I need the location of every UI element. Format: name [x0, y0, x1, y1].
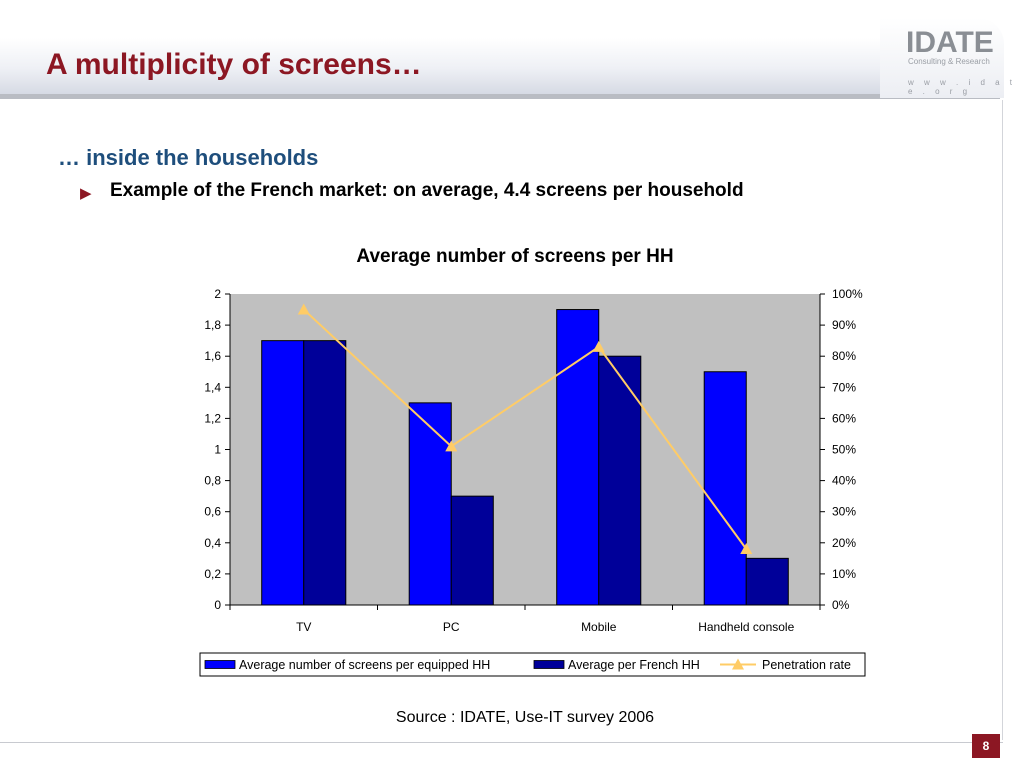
- penetration-rate-line: [303, 308, 748, 550]
- bar-equipped-3: [703, 371, 747, 606]
- legend-marker-2: [732, 658, 744, 670]
- bar-french-0: [303, 340, 347, 606]
- legend-label-2: Penetration rate: [762, 658, 851, 672]
- logo-name: IDATE: [906, 26, 994, 59]
- chart-title: Average number of screens per HH: [356, 246, 674, 267]
- x-tick-label: Handheld console: [698, 620, 794, 634]
- page-number: 8: [972, 734, 1000, 758]
- title-banner-underline: [0, 94, 1000, 99]
- y2-tick-label: 0%: [832, 598, 850, 612]
- y-tick-label: 1,6: [204, 349, 221, 363]
- x-tick-label: Mobile: [581, 620, 617, 634]
- bullet-text: Example of the French market: on average…: [110, 180, 744, 201]
- penetration-rate-point: [592, 340, 605, 352]
- legend-swatch-1: [533, 660, 565, 669]
- logo-url: w w w . i d a t e . o r g: [908, 78, 1017, 96]
- title-banner: [0, 38, 880, 94]
- x-tick-label: TV: [296, 620, 311, 634]
- legend-label-1: Average per French HH: [568, 658, 700, 672]
- penetration-rate-point: [445, 440, 458, 452]
- y2-tick-label: 20%: [832, 536, 856, 550]
- bar-french-2: [598, 355, 642, 606]
- y2-tick-label: 50%: [832, 443, 856, 457]
- logo-panel: [880, 18, 1004, 98]
- y-tick-label: 2: [214, 287, 221, 301]
- y-tick-label: 1,8: [204, 318, 221, 332]
- penetration-rate-point: [740, 543, 753, 555]
- right-border-line: [1002, 100, 1003, 740]
- bar-equipped-1: [408, 402, 452, 606]
- y-tick-label: 1,4: [204, 380, 221, 394]
- bar-equipped-0: [261, 340, 305, 606]
- y-tick-label: 0,4: [204, 536, 221, 550]
- y-tick-label: 0,2: [204, 567, 221, 581]
- bar-french-3: [745, 557, 789, 606]
- y2-tick-label: 80%: [832, 349, 856, 363]
- legend-box: [199, 652, 866, 677]
- y-tick-label: 0,6: [204, 505, 221, 519]
- y-tick-label: 0: [214, 598, 221, 612]
- y2-tick-label: 90%: [832, 318, 856, 332]
- y2-tick-label: 40%: [832, 474, 856, 488]
- y2-tick-label: 10%: [832, 567, 856, 581]
- source-note: Source : IDATE, Use-IT survey 2006: [395, 709, 655, 726]
- bottom-border-line: [0, 742, 1003, 743]
- bar-french-1: [450, 495, 494, 606]
- y2-tick-label: 60%: [832, 411, 856, 425]
- y2-tick-label: 70%: [832, 380, 856, 394]
- x-tick-label: PC: [443, 620, 460, 634]
- logo-tagline: Consulting & Research: [908, 57, 990, 66]
- y2-tick-label: 30%: [832, 505, 856, 519]
- y-tick-label: 1: [214, 443, 221, 457]
- y-tick-label: 1,2: [204, 411, 221, 425]
- triangle-right-icon: ▶: [80, 185, 92, 202]
- slide-title: A multiplicity of screens…: [46, 48, 422, 81]
- y2-tick-label: 100%: [832, 287, 863, 301]
- legend-swatch-0: [204, 660, 236, 669]
- legend-label-0: Average number of screens per equipped H…: [239, 658, 490, 672]
- bar-equipped-2: [556, 309, 600, 606]
- y-tick-label: 0,8: [204, 474, 221, 488]
- slide-subtitle: … inside the households: [58, 145, 319, 170]
- penetration-rate-point: [297, 303, 310, 315]
